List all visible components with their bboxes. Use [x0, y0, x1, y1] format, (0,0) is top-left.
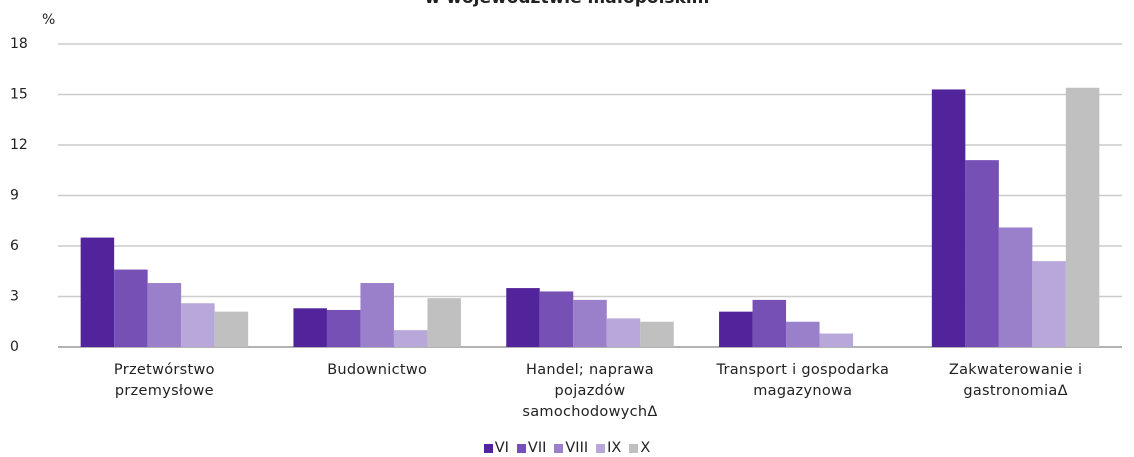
bar [80, 237, 115, 347]
legend-label: IX [607, 440, 622, 456]
bar [719, 311, 753, 347]
chart-title: w województwie małopolskim [425, 0, 710, 8]
y-tick-label: 9 [10, 188, 19, 204]
y-tick-label: 18 [10, 36, 28, 52]
bar [606, 318, 641, 347]
y-tick-label: 15 [10, 87, 28, 103]
bar [360, 283, 394, 347]
bar [114, 269, 148, 347]
y-tick-label: 0 [10, 339, 19, 355]
legend-swatch [629, 443, 639, 453]
legend-swatch [483, 443, 493, 453]
bar [573, 299, 607, 347]
y-tick-label: 12 [10, 137, 28, 153]
x-tick-label: Przetwórstwo przemysłowe [113, 362, 215, 399]
legend-item: VI [483, 440, 509, 456]
bar [214, 311, 249, 347]
legend-label: VIII [565, 440, 589, 456]
bar [819, 333, 854, 347]
legend: VI VII VIII IX X [0, 440, 1134, 456]
y-axis-label: % [42, 12, 55, 28]
x-tick-label: Transport i gospodarka magazynowa [716, 362, 890, 399]
bar [786, 321, 820, 347]
legend-item: IX [596, 440, 621, 456]
bar [427, 298, 461, 347]
legend-swatch [596, 443, 606, 453]
legend-item: VIII [554, 440, 588, 456]
bar [393, 330, 428, 347]
y-tick-label: 3 [10, 289, 19, 305]
legend-swatch [516, 443, 526, 453]
bar [506, 288, 540, 347]
legend-item: X [629, 440, 650, 456]
bar [1032, 261, 1066, 347]
x-tick-label: Zakwaterowanie i gastronomiaΔ [948, 362, 1083, 399]
legend-swatch [554, 443, 564, 453]
bar [539, 291, 574, 347]
x-tick-label: Budownictwo [327, 362, 428, 378]
bar [998, 227, 1033, 347]
legend-item: VII [516, 440, 547, 456]
legend-label: X [640, 440, 651, 456]
bar [752, 299, 787, 347]
bar [181, 303, 215, 347]
bar [147, 283, 182, 347]
legend-label: VI [494, 440, 509, 456]
bar [640, 321, 674, 347]
bar [931, 89, 966, 347]
y-tick-label: 6 [10, 238, 19, 254]
legend-label: VII [527, 440, 547, 456]
bar [326, 309, 361, 347]
x-tick-label: Handel; naprawa pojazdów samochodowychΔ [522, 362, 658, 420]
bar [965, 160, 999, 347]
bar [1065, 87, 1100, 348]
bar [293, 308, 327, 347]
